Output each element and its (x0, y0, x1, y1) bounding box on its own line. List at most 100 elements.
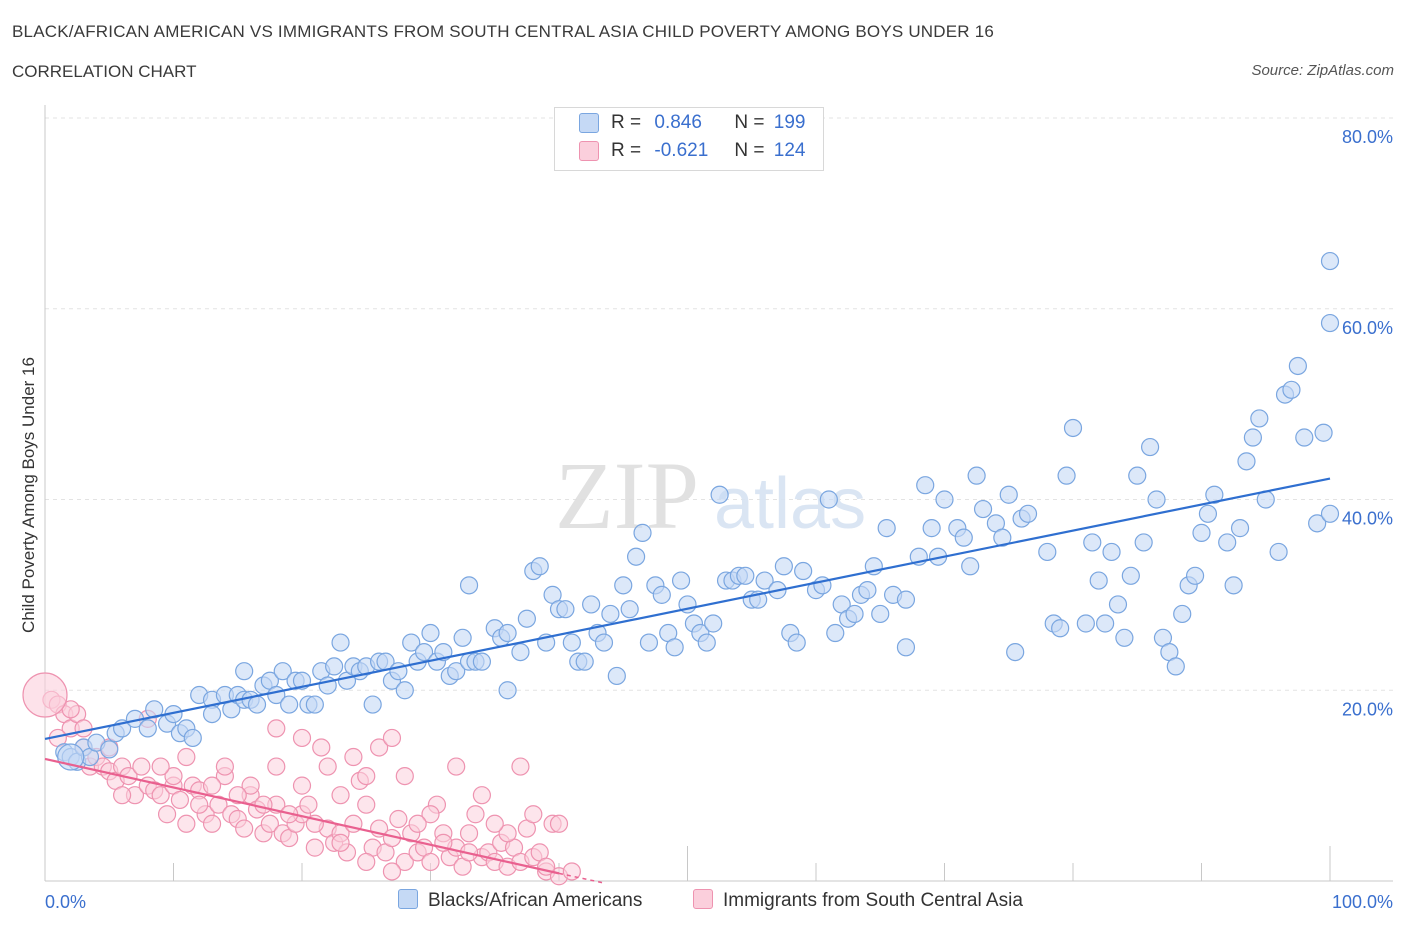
data-point-blue (511, 642, 530, 662)
data-point-pink (235, 819, 254, 838)
data-point-blue (305, 695, 324, 714)
data-point-blue (652, 585, 671, 604)
data-point-pink (267, 757, 286, 776)
data-point-blue (235, 662, 254, 681)
x-tick-label-max: 100.0% (1332, 892, 1393, 912)
data-point-blue (1018, 504, 1038, 523)
data-point-pink (241, 776, 260, 795)
data-point-blue (1237, 452, 1256, 471)
watermark-zip: ZIP (555, 442, 699, 549)
data-point-pink (459, 824, 479, 843)
data-point-pink (357, 766, 376, 786)
legend-n-value-blue: 199 (773, 112, 806, 133)
data-point-pink (157, 805, 177, 824)
data-point-blue (1083, 533, 1102, 552)
data-point-blue (1314, 423, 1333, 442)
data-point-blue (1282, 380, 1301, 399)
data-point-blue (280, 695, 299, 714)
data-point-blue (138, 719, 157, 738)
data-point-blue (402, 633, 421, 652)
legend-label-blacks: Blacks/African Americans (428, 890, 643, 911)
data-point-blue (704, 614, 723, 633)
data-point-blue (614, 576, 633, 595)
data-point-blue (498, 681, 517, 700)
data-point-blue (1218, 533, 1237, 552)
source-note: Source: ZipAtlas.com (1251, 62, 1394, 79)
data-point-blue (639, 633, 659, 652)
data-point-blue (697, 633, 716, 652)
data-point-pink (485, 814, 504, 833)
data-point-pink (292, 728, 312, 748)
data-point-pink (299, 795, 318, 814)
data-point-pink (370, 738, 389, 757)
data-point-blue (1134, 533, 1153, 552)
data-point-blue (1205, 485, 1224, 504)
data-point-blue (794, 561, 813, 581)
y-tick-label: 60.0% (1342, 318, 1393, 338)
y-axis-title: Child Poverty Among Boys Under 16 (19, 357, 38, 633)
data-point-blue (202, 704, 222, 724)
legend-item-immigrants[interactable]: Immigrants from South Central Asia (693, 888, 1023, 912)
data-point-pink (498, 824, 517, 843)
data-point-pink (177, 747, 196, 767)
data-point-blue (774, 557, 793, 576)
data-point-blue (845, 604, 864, 624)
data-point-pink (151, 786, 170, 805)
correlation-legend: R = 0.846 N = 199 R = -0.621 N = 124 (554, 107, 824, 171)
data-point-blue (273, 662, 292, 681)
y-tick-label: 20.0% (1342, 699, 1393, 719)
blue-series-points (55, 251, 1340, 771)
data-point-blue (736, 566, 755, 585)
data-point-pink (395, 766, 414, 786)
trend-lines (44, 477, 1331, 884)
data-point-blue (973, 499, 993, 519)
data-point-blue (1288, 356, 1307, 376)
series-legend: Blacks/African Americans Immigrants from… (0, 888, 1406, 916)
data-point-blue (967, 466, 986, 485)
data-point-blue (896, 638, 916, 657)
data-point-blue (961, 557, 980, 576)
data-point-blue (620, 600, 639, 619)
data-point-pink (112, 786, 132, 805)
data-point-blue (1198, 504, 1218, 523)
y-tick-label: 40.0% (1342, 509, 1393, 529)
data-point-blue (1320, 504, 1340, 523)
data-point-blue (710, 485, 729, 504)
legend-row-pink: R = -0.621 N = 124 (579, 140, 805, 164)
watermark-atlas: atlas (714, 464, 866, 544)
legend-row-blue: R = 0.846 N = 199 (579, 112, 805, 136)
data-point-pink (395, 852, 414, 872)
data-point-pink (164, 766, 183, 786)
data-point-blue (530, 557, 549, 576)
data-point-blue (517, 609, 536, 628)
data-point-pink (447, 757, 466, 776)
data-point-pink (357, 795, 376, 814)
trend-line-blue (44, 477, 1331, 740)
data-point-blue (447, 662, 466, 681)
legend-n-label: N = (734, 112, 765, 133)
data-point-pink (312, 738, 331, 757)
data-point-blue (633, 523, 652, 542)
data-point-pink (421, 852, 440, 872)
legend-item-blacks[interactable]: Blacks/African Americans (398, 888, 643, 912)
data-point-pink (202, 776, 222, 795)
data-point-pink (228, 786, 247, 805)
data-point-blue (498, 623, 517, 643)
data-point-blue (1320, 313, 1340, 333)
data-point-pink (177, 814, 196, 833)
data-point-blue (935, 490, 954, 509)
axes (44, 105, 1393, 882)
data-point-blue (1269, 542, 1288, 562)
data-point-blue (331, 633, 350, 652)
data-point-pink (472, 786, 491, 805)
data-point-pink (511, 757, 530, 776)
data-point-pink (151, 757, 170, 776)
data-point-pink (254, 795, 273, 814)
data-point-pink (292, 776, 312, 795)
axis-labels: 20.0% 40.0% 60.0% 80.0% 0.0% 100.0% Child Pove… (19, 127, 1393, 912)
data-point-blue (421, 623, 440, 643)
legend-n-value-pink: 124 (773, 140, 806, 161)
data-point-blue (896, 590, 916, 609)
data-point-blue (594, 633, 614, 652)
